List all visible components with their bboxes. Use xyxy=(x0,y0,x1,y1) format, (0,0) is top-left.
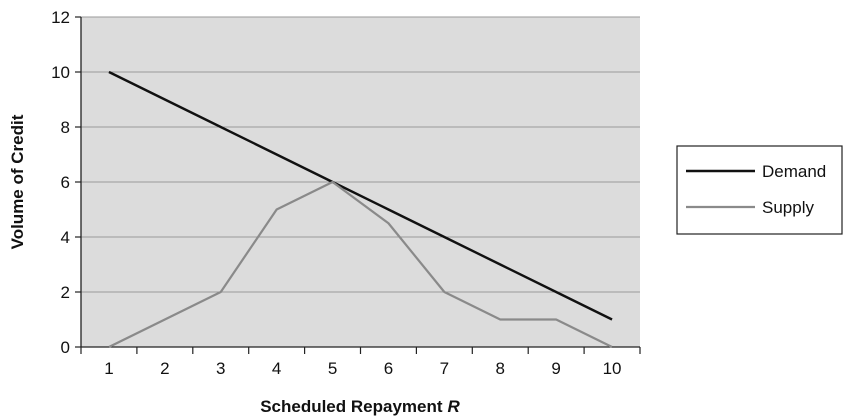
x-tick-label: 5 xyxy=(328,359,337,378)
y-tick-label: 4 xyxy=(61,228,70,247)
x-tick-label: 1 xyxy=(104,359,113,378)
x-axis-ticks: 1 2 3 4 5 6 7 8 9 10 xyxy=(80,347,641,378)
y-tick-label: 0 xyxy=(61,338,70,357)
demand-series-line xyxy=(108,70,613,321)
x-tick-label: 9 xyxy=(551,359,560,378)
y-tick-label: 8 xyxy=(61,118,70,137)
x-tick-label: 2 xyxy=(160,359,169,378)
y-tick-label: 2 xyxy=(61,283,70,302)
x-tick-label: 6 xyxy=(384,359,393,378)
y-tick-label: 6 xyxy=(61,173,70,192)
y-tick-label: 10 xyxy=(51,63,70,82)
legend-label-demand: Demand xyxy=(762,162,826,181)
y-axis-ticks: 0 2 4 6 8 10 12 xyxy=(51,8,81,357)
x-axis-title-var: R xyxy=(448,397,461,416)
legend: Demand Supply xyxy=(676,145,843,235)
x-tick-label: 3 xyxy=(216,359,225,378)
x-tick-label: 4 xyxy=(272,359,281,378)
x-axis-title: Scheduled Repayment R xyxy=(260,397,460,416)
x-tick-label: 8 xyxy=(496,359,505,378)
legend-items: Demand Supply xyxy=(686,162,826,217)
x-axis-title-text: Scheduled Repayment xyxy=(260,397,443,416)
x-tick-label: 7 xyxy=(440,359,449,378)
y-tick-label: 12 xyxy=(51,8,70,27)
series-lines xyxy=(108,70,613,348)
gridlines xyxy=(81,16,640,293)
legend-box xyxy=(676,145,843,235)
y-axis-title: Volume of Credit xyxy=(8,114,27,249)
x-tick-label: 10 xyxy=(603,359,622,378)
legend-label-supply: Supply xyxy=(762,198,814,217)
supply-series-line xyxy=(108,180,613,348)
